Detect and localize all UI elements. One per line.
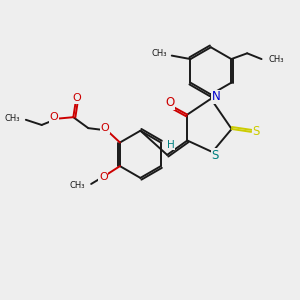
Text: O: O bbox=[165, 96, 175, 109]
Text: S: S bbox=[253, 125, 260, 138]
Text: CH₃: CH₃ bbox=[69, 181, 85, 190]
Text: H: H bbox=[167, 140, 175, 150]
Text: CH₃: CH₃ bbox=[269, 55, 284, 64]
Text: CH₃: CH₃ bbox=[4, 114, 20, 123]
Text: S: S bbox=[212, 149, 219, 162]
Text: N: N bbox=[212, 90, 220, 103]
Text: O: O bbox=[72, 93, 81, 103]
Text: O: O bbox=[100, 123, 109, 133]
Text: O: O bbox=[50, 112, 58, 122]
Text: CH₃: CH₃ bbox=[151, 50, 166, 58]
Text: O: O bbox=[99, 172, 108, 182]
